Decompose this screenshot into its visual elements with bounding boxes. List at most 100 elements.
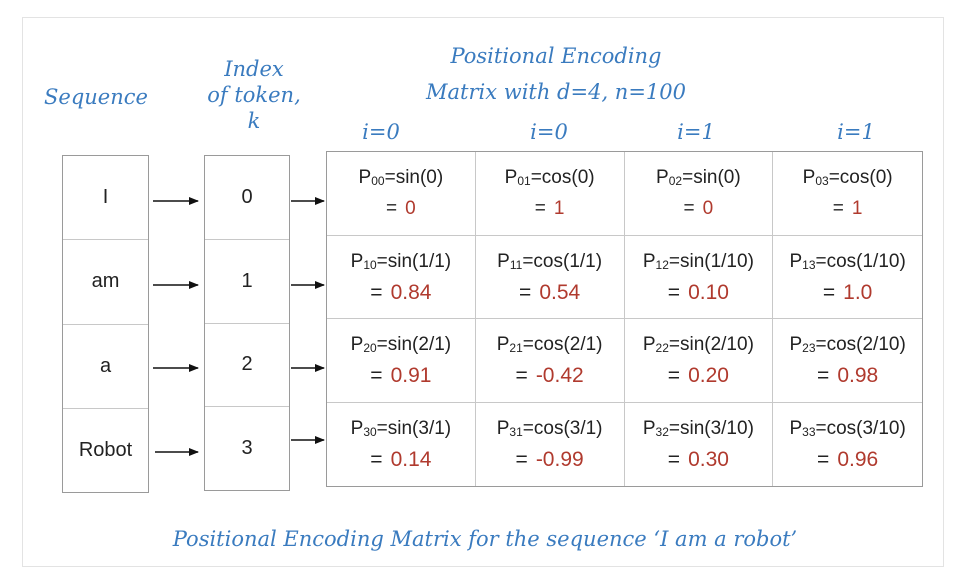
matrix-cell: P22=sin(2/10) = 0.20 [624,319,774,403]
formula-subscript: 11 [509,257,523,272]
formula-symbol: P [350,250,364,272]
formula-function: =cos(0) [530,167,595,189]
index-label-line1: Index [224,57,284,81]
equals-sign: = [370,364,383,388]
formula-symbol: P [497,250,510,272]
formula-subscript: 20 [363,341,377,356]
caption: Positional Encoding Matrix for the seque… [172,527,798,551]
matrix-formula: P22=sin(2/10) [643,331,754,362]
matrix-value: -0.42 [535,364,584,388]
matrix-cell: P00=sin(0) = 0 [327,152,476,236]
matrix-value-line: = -0.42 [516,362,584,389]
matrix-value: 0.98 [837,364,879,388]
formula-subscript: 00 [371,174,385,189]
matrix-cell: P30=sin(3/1) = 0.14 [327,402,476,486]
formula-subscript: 23 [802,341,816,356]
token-cell: I [102,186,109,209]
token-cell: a [63,323,148,408]
column-header-1: i=0 [530,120,568,144]
matrix-cell: P31=cos(3/1) = -0.99 [476,402,625,486]
matrix-value: 0.10 [688,280,729,304]
matrix-cell: P21=cos(2/1) = -0.42 [475,319,625,403]
formula-subscript: 32 [655,425,669,440]
formula-function: =sin(2/10) [668,334,754,356]
matrix-formula: P11=cos(1/1) [497,248,602,279]
matrix-cell: P03=cos(0) = 1 [773,152,922,236]
matrix-cell: P33=cos(3/10) = 0.96 [773,403,922,487]
pe-title-line1: Positional Encoding [450,44,662,68]
matrix-formula: P02=sin(0) [656,164,741,195]
formula-symbol: P [358,167,372,189]
equals-sign: = [515,364,528,388]
index-cell: 0 [241,185,253,208]
equals-sign: = [667,280,681,304]
formula-function: =sin(0) [682,167,741,189]
equals-sign: = [817,364,830,388]
diagram-frame [22,17,944,567]
matrix-formula: P21=cos(2/1) [497,331,603,362]
matrix-value: 0.54 [539,280,581,304]
matrix-value: 0.20 [688,364,729,388]
formula-symbol: P [496,418,510,440]
formula-subscript: 22 [655,341,669,356]
matrix-formula: P30=sin(3/1) [351,415,452,446]
sequence-label: Sequence [44,85,148,109]
equals-sign: = [370,280,383,304]
matrix-formula: P00=sin(0) [359,164,444,195]
formula-function: =cos(0) [828,167,893,189]
formula-symbol: P [504,167,518,189]
formula-function: =sin(1/10) [668,250,754,272]
matrix-cell: P01=cos(0) = 1 [475,152,625,236]
matrix-value: 1 [553,198,565,220]
formula-subscript: 30 [363,425,377,440]
formula-subscript: 33 [802,425,816,440]
index-cell: 1 [205,238,289,323]
matrix-cell: P13=cos(1/10) = 1.0 [773,236,922,319]
equals-sign: = [519,280,532,304]
formula-symbol: P [802,167,816,189]
pe-matrix: P00=sin(0) = 0 P01=cos(0) = 1 P02=sin(0) = 0 P03=… [326,151,923,487]
matrix-value-line: = 0.96 [817,446,878,473]
formula-subscript: 31 [509,425,523,440]
equals-sign: = [386,198,398,220]
formula-function: =cos(1/10) [815,250,906,272]
equals-sign: = [534,198,546,220]
formula-function: =sin(2/1) [376,334,452,356]
formula-symbol: P [642,418,656,440]
formula-subscript: 12 [655,257,669,272]
matrix-value-line: = 0.54 [519,279,580,306]
matrix-cell: P12=sin(1/10) = 0.10 [624,235,774,319]
equals-sign: = [370,448,383,472]
matrix-value: 0.30 [688,448,729,472]
matrix-cell: P02=sin(0) = 0 [624,152,774,236]
formula-symbol: P [350,418,364,440]
matrix-value-line: = 0.30 [668,446,729,473]
formula-symbol: P [789,334,803,356]
matrix-formula: P33=cos(3/10) [789,415,905,446]
index-label-line3: k [247,109,261,133]
formula-function: =sin(0) [384,167,444,189]
formula-subscript: 10 [363,257,377,272]
matrix-cell: P32=sin(3/10) = 0.30 [625,402,774,486]
formula-symbol: P [350,334,364,356]
pe-title-line2: Matrix with d=4, n=100 [425,80,687,104]
matrix-value: 1 [851,198,863,220]
column-header-0: i=0 [362,120,400,144]
matrix-value: 1.0 [843,280,873,304]
formula-subscript: 01 [517,174,531,189]
matrix-value: 0 [702,198,714,220]
matrix-formula: P10=sin(1/1) [351,248,452,279]
formula-symbol: P [789,418,803,440]
matrix-value: 0 [405,198,416,220]
formula-symbol: P [642,334,656,356]
matrix-value-line: = 0.14 [370,446,431,473]
matrix-value: 0.84 [390,280,432,304]
formula-symbol: P [656,167,669,189]
index-label-line2: of token, [207,83,301,107]
matrix-formula: P23=cos(2/10) [789,331,905,362]
index-column: 0 1 2 3 [204,155,290,491]
formula-subscript: 03 [815,174,829,189]
index-cell: 3 [205,406,289,490]
formula-subscript: 13 [802,257,816,272]
matrix-formula: P13=cos(1/10) [789,248,905,279]
